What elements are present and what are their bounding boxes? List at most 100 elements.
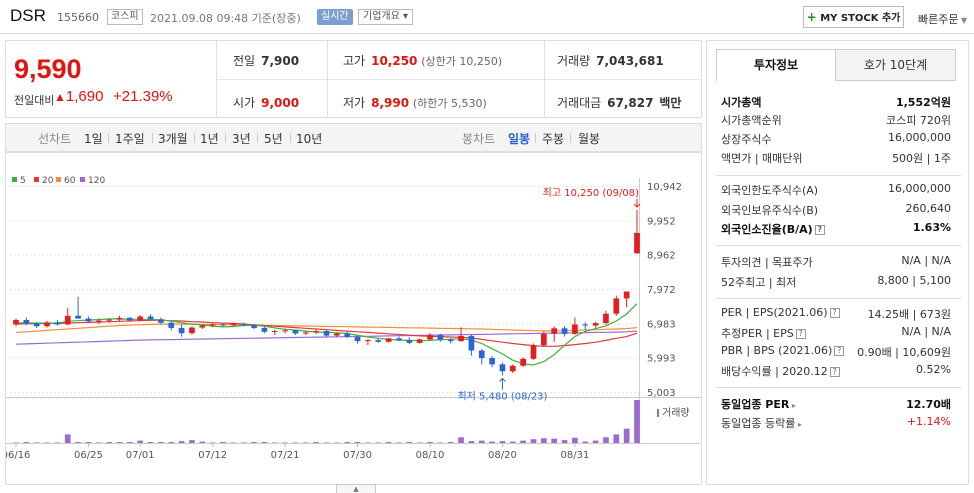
divider <box>535 133 536 143</box>
compare-rate: +21.39% <box>113 88 173 105</box>
volume-bar <box>189 440 195 443</box>
candle-body <box>592 323 599 326</box>
divider <box>570 133 571 143</box>
arrow-down-icon <box>633 199 641 208</box>
help-icon[interactable]: ? <box>829 308 840 318</box>
help-icon[interactable]: ? <box>795 329 806 339</box>
company-info-dropdown[interactable]: 기업개요 ▾ <box>358 9 414 25</box>
amount-unit: 백만 <box>659 96 682 110</box>
tab-10year[interactable]: 10년 <box>296 132 323 146</box>
open-cell: 시가 9,000 <box>233 94 299 111</box>
prev-close-cell: 전일 7,900 <box>233 52 299 69</box>
volume-bar <box>116 442 123 443</box>
info-row: PBR | BPS (2021.06)? 0.90배 | 10,609원 <box>721 344 951 362</box>
candle-body <box>541 333 547 346</box>
legend-swatch <box>80 177 85 182</box>
help-icon[interactable]: ? <box>829 367 840 377</box>
up-triangle-icon: ▲ <box>54 90 66 104</box>
tab-3month[interactable]: 3개월 <box>158 132 188 146</box>
divider <box>716 175 961 176</box>
info-row: 외국인소진율(B/A)? 1.63% <box>721 221 951 239</box>
volume-bar <box>199 441 206 443</box>
prev-close-label: 전일 <box>233 54 256 68</box>
candle-body <box>509 365 516 372</box>
chevron-down-icon: ▼ <box>958 16 968 25</box>
est-per-value: N/A | N/A <box>901 325 951 338</box>
volume-bar <box>178 441 185 443</box>
per-eps-label: PER | EPS(2021.06)? <box>721 306 840 319</box>
compare-value: ▲1,690 <box>54 88 103 105</box>
tab-1day[interactable]: 1일 <box>84 132 103 146</box>
info-row: 동일업종 PER ▸ 12.70배 <box>721 396 951 414</box>
open-value: 9,000 <box>261 96 300 110</box>
investment-info-panel: 투자정보 호가 10단계 시가총액 1,552억원 시가총액순위 코스피 720위 … <box>706 40 969 485</box>
low-cell: 저가 8,990 (하한가 5,530) <box>343 94 487 111</box>
volume-bar <box>520 440 526 443</box>
stock-code: 155660 <box>57 11 99 24</box>
est-per-label-text: 추정PER | EPS <box>721 327 794 340</box>
help-icon[interactable]: ? <box>814 225 825 235</box>
volume-legend-swatch <box>657 409 659 417</box>
candle-chart-label: 봉차트 <box>462 132 496 146</box>
volume-bar <box>634 400 640 443</box>
tab-1year[interactable]: 1년 <box>200 132 219 146</box>
compare-value-text: 1,690 <box>65 88 104 105</box>
foreign-limit-value: 16,000,000 <box>888 182 951 195</box>
tab-weekly[interactable]: 주봉 <box>542 132 565 146</box>
tab-investment-info[interactable]: 투자정보 <box>716 49 836 81</box>
candle-body <box>261 327 268 332</box>
quick-order-label: 빠른주문 <box>918 13 959 26</box>
chart-legend: 5 20 60 120 <box>12 176 105 186</box>
quick-order-button[interactable]: 빠른주문 ▼ <box>918 11 967 27</box>
opinion-label: 투자의견 | 목표주가 <box>721 256 813 269</box>
candle-body <box>178 327 185 334</box>
candle-body <box>189 327 195 334</box>
candle-body <box>582 324 589 326</box>
volume-bar <box>127 442 133 443</box>
foreign-held-value: 260,640 <box>905 202 952 215</box>
ma120-line <box>15 330 638 345</box>
divider <box>290 133 291 143</box>
stock-chart[interactable]: 5 20 60 120 최고 10,250 (09/08) 최저 5,480 (08/2… <box>2 152 702 485</box>
chart-svg: 5 20 60 120 최고 10,250 (09/08) 최저 5,480 (08/2… <box>2 152 701 485</box>
volume-bar <box>106 442 112 443</box>
volume-bar <box>613 434 620 443</box>
legend-swatch <box>12 177 17 182</box>
volume-bar <box>489 441 495 443</box>
pbr-bps-value: 0.90배 | 10,609원 <box>857 346 951 359</box>
candle-body <box>282 330 288 332</box>
volume-bar <box>344 442 351 443</box>
candle-body <box>54 322 61 325</box>
help-icon[interactable]: ? <box>834 346 845 356</box>
candle-body <box>489 358 495 365</box>
low-value: 8,990 <box>371 96 410 110</box>
volume-label: 거래량 <box>557 54 591 68</box>
tab-orderbook[interactable]: 호가 10단계 <box>835 49 956 81</box>
y-tick-label: 5,003 <box>647 388 676 399</box>
candle-body <box>468 335 475 351</box>
volume-bar <box>582 441 589 443</box>
listed-shares-value: 16,000,000 <box>888 131 951 144</box>
tab-3year[interactable]: 3년 <box>232 132 251 146</box>
info-row: 외국인한도주식수(A) 16,000,000 <box>721 182 951 200</box>
my-stock-add-button[interactable]: + MY STOCK 추가 <box>803 6 904 28</box>
info-row: 시가총액순위 코스피 720위 <box>721 112 951 130</box>
legend-swatch <box>56 177 61 182</box>
market-cap-rank-value: 코스피 720위 <box>886 114 951 127</box>
tab-1week[interactable]: 1주일 <box>115 132 145 146</box>
candle-body <box>230 323 237 326</box>
x-tick-label: 08/31 <box>560 450 589 461</box>
volume-bar <box>551 438 558 443</box>
market-cap-label: 시가총액 <box>721 96 762 109</box>
tab-daily[interactable]: 일봉 <box>508 132 531 146</box>
tab-5year[interactable]: 5년 <box>264 132 283 146</box>
high-cell: 고가 10,250 (상한가 10,250) <box>343 52 502 69</box>
info-row: 배당수익률 | 2020.12? 0.52% <box>721 363 951 381</box>
foreign-limit-label: 외국인한도주식수(A) <box>721 184 819 197</box>
tab-monthly[interactable]: 월봉 <box>578 132 601 146</box>
realtime-badge[interactable]: 실시간 <box>317 9 353 25</box>
plus-icon: + <box>806 10 817 24</box>
volume-bar <box>64 434 71 443</box>
resize-handle[interactable]: ▲ <box>336 484 376 493</box>
candle-body <box>365 340 371 342</box>
